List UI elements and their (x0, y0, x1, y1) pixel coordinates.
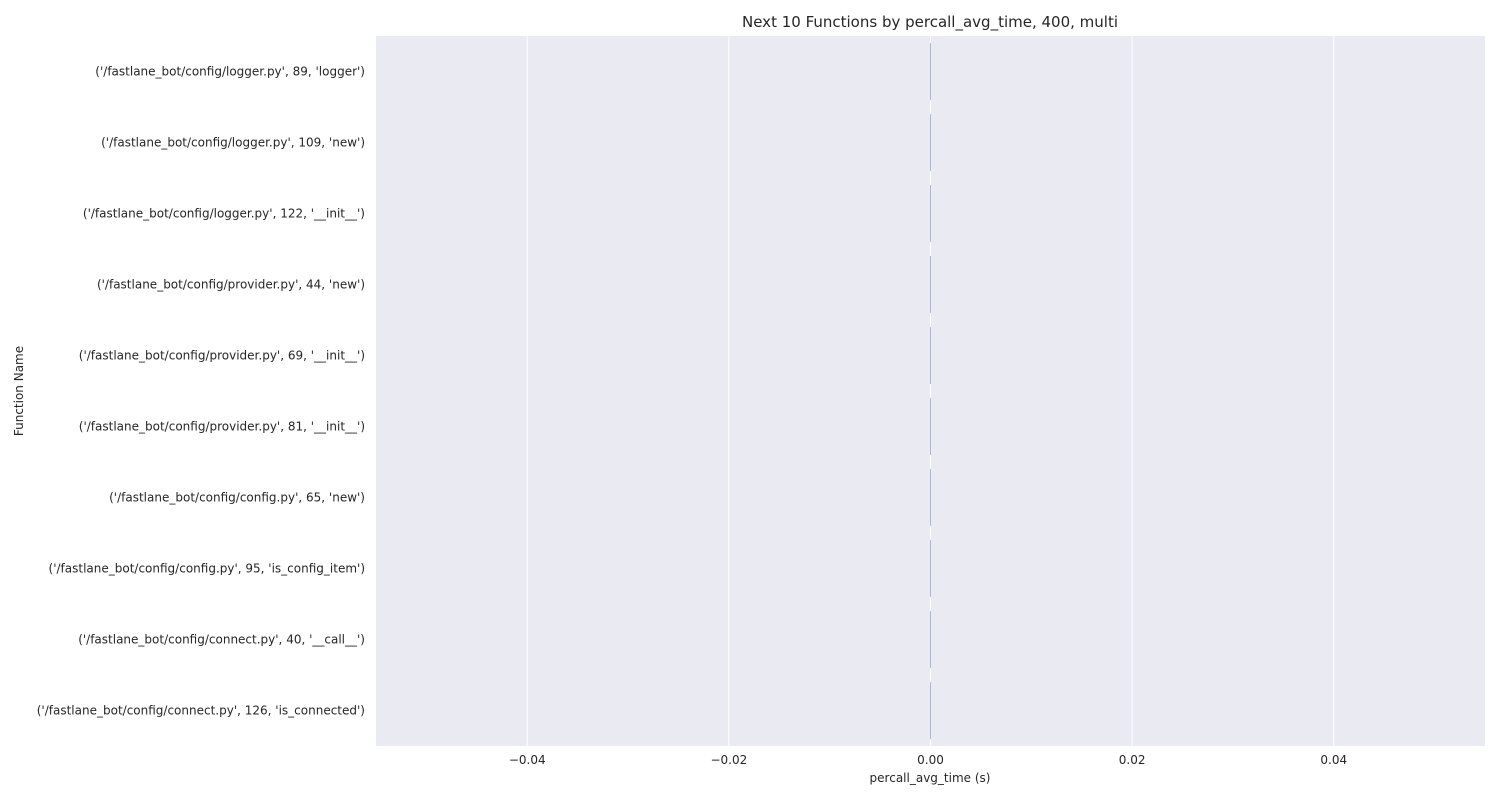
x-tick-label: 0.04 (1320, 753, 1347, 767)
category-label: ('/fastlane_bot/config/logger.py', 122, … (83, 207, 365, 221)
bar (930, 611, 931, 668)
bar (930, 114, 931, 171)
category-label: ('/fastlane_bot/config/config.py', 65, '… (109, 491, 365, 505)
bar (930, 43, 931, 100)
category-label: ('/fastlane_bot/config/provider.py', 44,… (97, 278, 365, 292)
category-label: ('/fastlane_bot/config/logger.py', 109, … (101, 136, 365, 150)
x-tick-label: −0.02 (710, 753, 747, 767)
bar (930, 540, 931, 597)
x-tick-label: −0.04 (509, 753, 546, 767)
bar (930, 327, 931, 384)
x-tick-label: 0.00 (917, 753, 944, 767)
bar (930, 469, 931, 526)
y-axis-label: Function Name (12, 346, 26, 436)
category-label: ('/fastlane_bot/config/provider.py', 69,… (79, 349, 365, 363)
bar (930, 256, 931, 313)
category-label: ('/fastlane_bot/config/config.py', 95, '… (49, 562, 365, 576)
bar (930, 682, 931, 739)
x-tick-labels: −0.04 −0.02 0.00 0.02 0.04 (509, 753, 1347, 767)
bars (930, 43, 931, 739)
category-labels: ('/fastlane_bot/config/logger.py', 89, '… (37, 65, 365, 718)
x-axis-label: percall_avg_time (s) (870, 771, 991, 785)
chart-title: Next 10 Functions by percall_avg_time, 4… (742, 13, 1118, 32)
category-label: ('/fastlane_bot/config/logger.py', 89, '… (95, 65, 365, 79)
x-tick-label: 0.02 (1119, 753, 1146, 767)
category-label: ('/fastlane_bot/config/connect.py', 126,… (37, 704, 365, 718)
category-label: ('/fastlane_bot/config/provider.py', 81,… (79, 420, 365, 434)
bar (930, 185, 931, 242)
bar (930, 398, 931, 455)
category-label: ('/fastlane_bot/config/connect.py', 40, … (78, 633, 365, 647)
